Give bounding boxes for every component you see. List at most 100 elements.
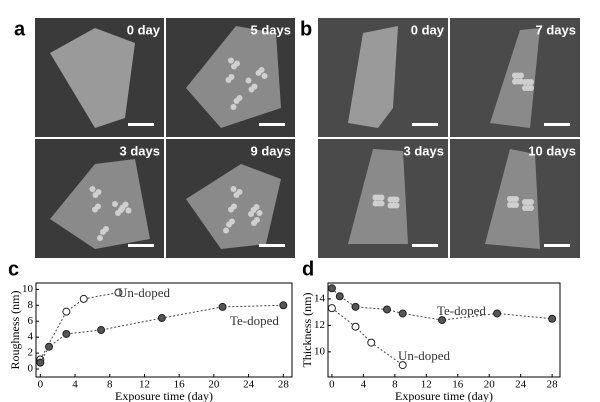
texture [390,196,397,203]
y-tick-label: 10 [314,345,326,357]
flake [348,26,398,128]
texture [225,77,232,83]
image-label: 3 days [120,143,160,158]
texture [89,186,96,192]
image-label: 9 days [251,143,291,158]
scale-bar [544,244,570,247]
series-label: Un-doped [118,285,170,300]
data-point [45,342,54,351]
scale-bar [128,123,154,126]
scale-bar [259,123,285,126]
panel-label: b [300,18,312,40]
data-point [79,294,88,303]
y-tick-label: 8 [28,299,34,311]
texture [528,205,534,211]
texture [515,78,521,85]
series-label: Te-doped [230,313,279,328]
texture [375,200,382,207]
data-point [36,358,45,367]
data-point [382,305,391,314]
texture [525,199,531,205]
scale-bar [412,244,438,247]
texture [245,77,252,84]
x-tick-label: 0 [38,379,44,391]
texture [115,210,121,216]
texture [233,98,240,104]
x-tick-label: 28 [547,379,559,391]
y-tick-label: 0 [28,363,34,375]
texture [119,204,126,211]
x-tick-label: 28 [278,379,290,391]
data-point [218,302,227,311]
x-tick-label: 24 [515,379,527,391]
x-tick-label: 16 [174,379,186,391]
series-line [331,307,404,366]
image-label: 5 days [251,22,291,37]
image-label: 0 day [411,22,445,37]
texture [512,72,518,79]
scale-bar [259,244,285,247]
image-label: 10 days [528,143,576,158]
y-tick-label: 4 [28,331,34,343]
x-tick-label: 20 [208,379,220,391]
x-axis-label: Exposure time (day) [395,389,493,402]
flake [50,159,150,249]
scale-bar [544,123,570,126]
series-label: Un-doped [398,348,450,363]
scale-bar [128,244,154,247]
texture [228,206,234,213]
texture [92,206,98,213]
texture [230,186,237,192]
flake [50,28,135,128]
texture [233,192,240,198]
texture [248,86,255,93]
texture [518,72,524,79]
texture [256,210,263,216]
panel-label: c [8,258,19,280]
x-tick-label: 8 [392,379,398,391]
y-axis-label: Roughness (nm) [8,291,22,370]
x-tick-label: 12 [139,379,150,391]
series-line [331,287,553,321]
texture [251,220,257,226]
scale-bar [412,123,438,126]
data-point [548,314,557,323]
data-point [279,301,288,310]
data-point [351,322,360,331]
texture [510,202,516,208]
texture [393,202,400,209]
data-point [114,288,123,297]
texture [112,201,118,207]
panel-label: a [14,18,26,40]
texture [231,63,237,70]
texture [525,79,531,85]
texture [228,57,234,64]
data-point [398,361,407,370]
texture [100,229,106,235]
texture [255,70,262,76]
x-tick-label: 4 [361,379,367,391]
data-point [97,326,106,334]
y-tick-label: 10 [22,283,34,295]
texture [92,192,99,198]
series-label: Te-doped [437,303,486,318]
x-tick-label: 24 [243,379,255,391]
texture [513,196,519,202]
panel-label: d [302,258,314,280]
data-point [335,292,344,301]
image-label: 3 days [404,143,444,158]
data-point [367,338,376,347]
texture [125,207,132,214]
x-axis-label: Exposure time (day) [115,389,213,402]
data-point [438,316,447,325]
x-tick-label: 4 [72,379,78,391]
image-label: 0 day [127,22,161,37]
y-tick-label: 12 [314,319,325,331]
texture [261,73,268,79]
x-tick-label: 8 [107,379,113,391]
data-point [351,302,360,311]
data-point [62,307,71,316]
texture [223,227,229,234]
data-point [62,329,71,338]
texture [528,85,534,91]
